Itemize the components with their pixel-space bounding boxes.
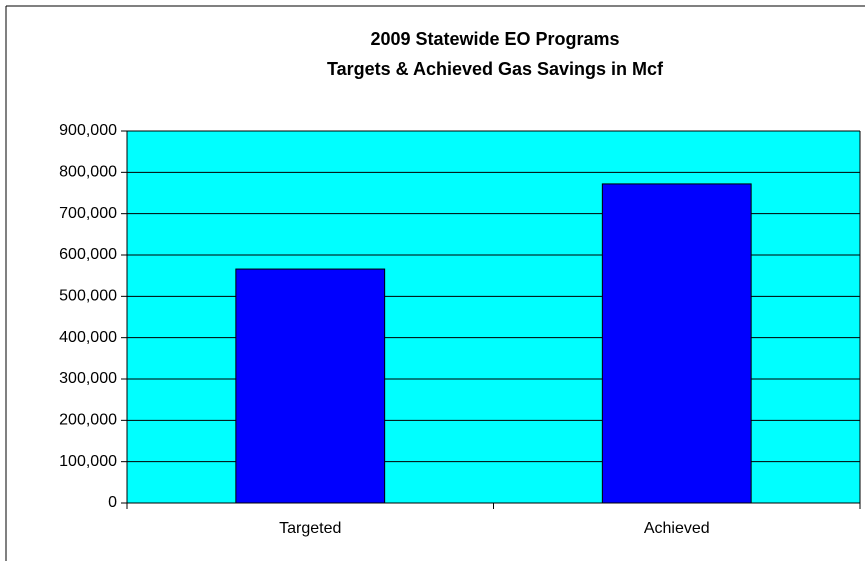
- chart-title: Targets & Achieved Gas Savings in Mcf: [327, 59, 664, 79]
- y-tick-label: 200,000: [59, 412, 117, 429]
- y-tick-label: 300,000: [59, 370, 117, 387]
- chart-title: 2009 Statewide EO Programs: [370, 29, 619, 49]
- y-tick-label: 400,000: [59, 329, 117, 346]
- y-tick-label: 500,000: [59, 288, 117, 305]
- bar: [601, 183, 752, 504]
- y-tick-label: 0: [108, 494, 117, 511]
- x-tick-label: Targeted: [279, 520, 341, 537]
- y-tick-label: 800,000: [59, 164, 117, 181]
- bar: [235, 268, 386, 504]
- y-tick-label: 600,000: [59, 246, 117, 263]
- x-tick-label: Achieved: [644, 520, 710, 537]
- y-tick-label: 100,000: [59, 453, 117, 470]
- y-tick-label: 900,000: [59, 122, 117, 139]
- y-tick-label: 700,000: [59, 205, 117, 222]
